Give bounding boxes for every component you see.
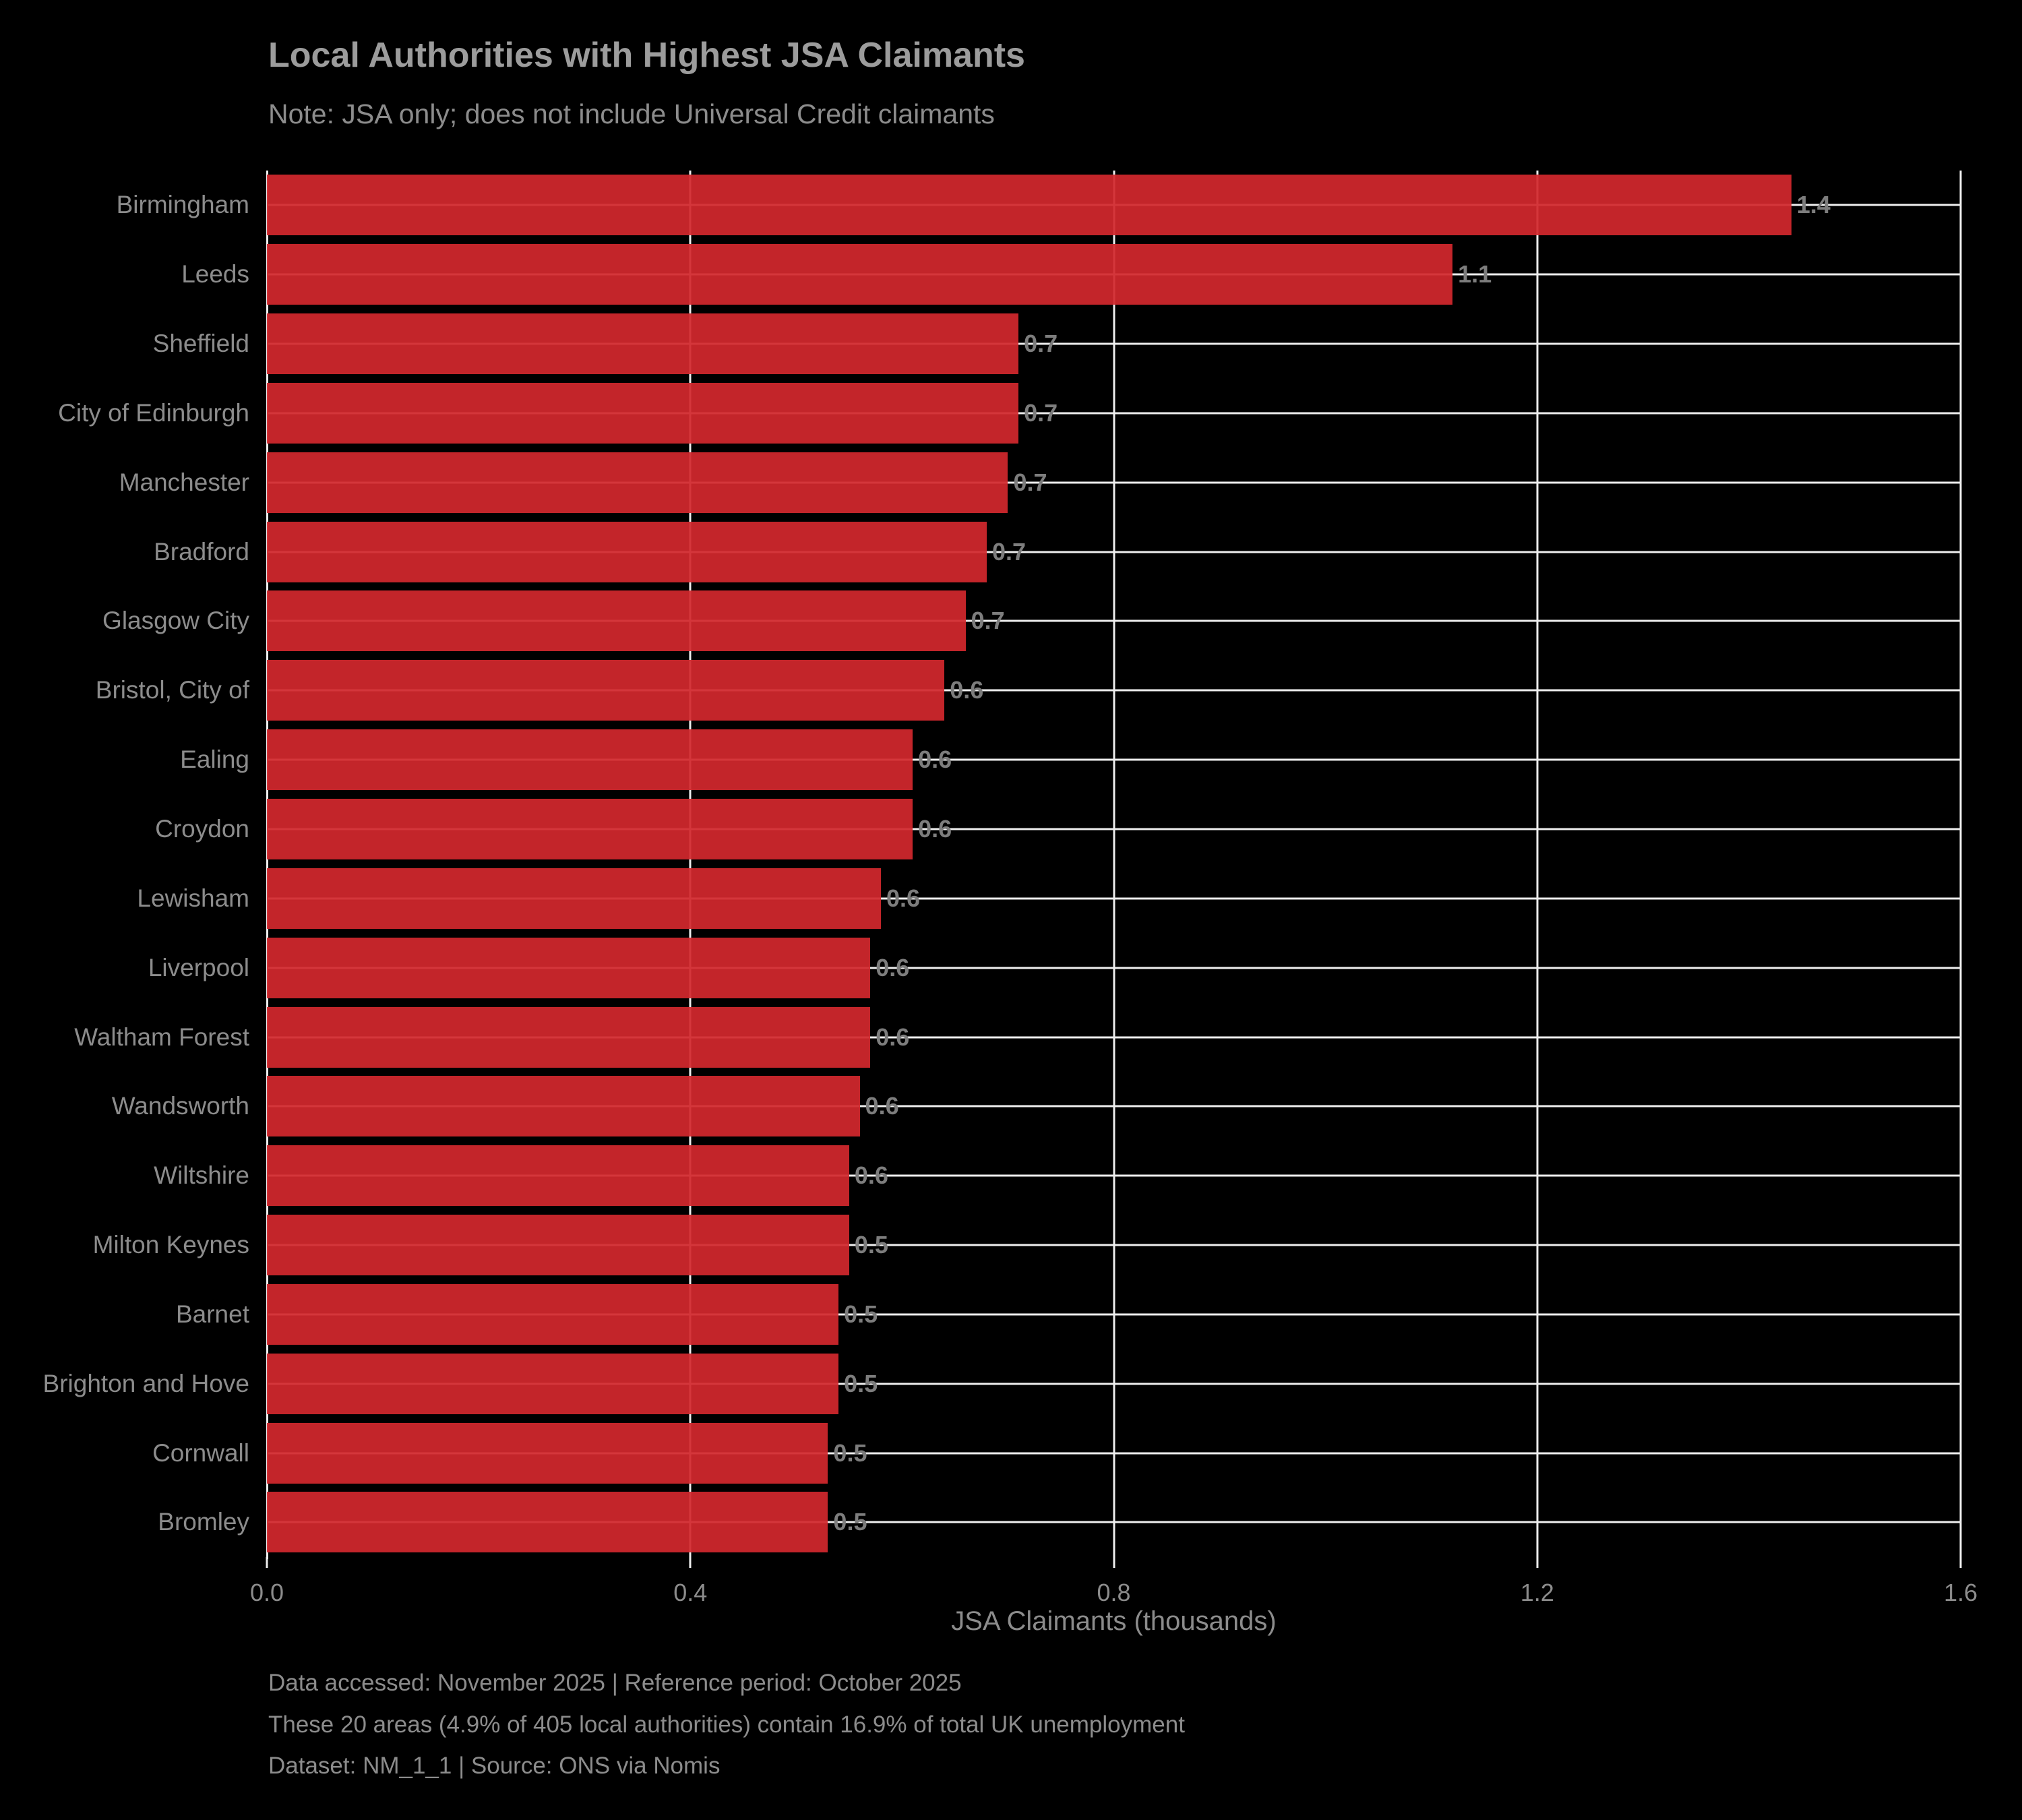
bar [267, 1422, 828, 1484]
bar-row: Leeds 1.1 [181, 240, 1961, 309]
category-label: Ealing [180, 746, 249, 774]
bar [267, 868, 881, 929]
category-label: Glasgow City [102, 607, 249, 635]
bar-row: Birmingham 1.4 [117, 171, 1961, 240]
plot-area: Birmingham 1.4 Leeds 1.1 Sheffield 0.7 City of… [43, 171, 1978, 1606]
bar-value-label: 0.6 [876, 953, 910, 981]
x-tick-mark [1113, 1557, 1115, 1568]
bar-value-label: 0.5 [844, 1369, 878, 1397]
chart-title: Local Authorities with Highest JSA Claim… [268, 36, 1025, 75]
bar-value-label: 0.6 [918, 815, 952, 843]
bar [267, 244, 1453, 305]
footer-note-accessed: Data accessed: November 2025 | Reference… [268, 1670, 962, 1696]
bar-value-label: 0.6 [854, 1161, 888, 1190]
bar [267, 1145, 849, 1207]
bar-value-label: 0.7 [992, 537, 1027, 566]
x-tick-label: 1.2 [1520, 1579, 1554, 1606]
x-gridline [1959, 171, 1962, 1557]
bar-value-label: 0.6 [876, 1023, 910, 1051]
bar-row: Milton Keynes 0.5 [93, 1211, 1961, 1280]
footer-note-source: Dataset: NM_1_1 | Source: ONS via Nomis [268, 1753, 721, 1779]
footer-note-coverage: These 20 areas (4.9% of 405 local author… [268, 1711, 1185, 1738]
x-gridline [1536, 171, 1539, 1557]
bar-value-label: 0.6 [950, 676, 984, 704]
bar-value-label: 0.6 [918, 746, 952, 774]
x-tick-mark [266, 1557, 268, 1568]
bar [267, 1283, 839, 1345]
x-axis-title: JSA Claimants (thousands) [951, 1606, 1277, 1636]
bar-value-label: 0.6 [865, 1092, 899, 1120]
category-label: Milton Keynes [92, 1231, 249, 1259]
x-tick-mark [689, 1557, 692, 1568]
x-tick-mark [1959, 1557, 1962, 1568]
category-label: Bristol, City of [95, 676, 249, 704]
bar [267, 729, 913, 791]
x-tick-label: 1.6 [1943, 1579, 1978, 1606]
category-label: Birmingham [116, 191, 249, 219]
bar-rows: Birmingham 1.4 Leeds 1.1 Sheffield 0.7 City of… [43, 171, 1961, 1557]
category-label: Barnet [175, 1300, 249, 1328]
category-label: Brighton and Hove [42, 1369, 249, 1397]
bar [267, 660, 945, 721]
chart-subtitle: Note: JSA only; does not include Univers… [268, 98, 995, 129]
x-tick-mark [1536, 1557, 1539, 1568]
category-label: Waltham Forest [74, 1023, 249, 1051]
bar-value-label: 0.5 [854, 1231, 888, 1259]
bar [267, 937, 871, 998]
category-label: Wiltshire [154, 1161, 249, 1190]
bar-value-label: 0.7 [1013, 468, 1047, 496]
bar [267, 452, 1008, 513]
bar-value-label: 1.4 [1796, 191, 1831, 219]
bar [267, 1353, 839, 1414]
bar-value-label: 0.5 [833, 1438, 867, 1467]
bar [267, 1006, 871, 1068]
bar [267, 313, 1019, 375]
bar-value-label: 0.7 [1024, 398, 1058, 427]
bar [267, 590, 966, 652]
category-label: Leeds [181, 260, 249, 289]
bar [267, 382, 1019, 444]
category-label: Bradford [154, 537, 249, 566]
bar-value-label: 0.7 [1024, 330, 1058, 358]
x-tick-label: 0.8 [1097, 1579, 1131, 1606]
category-label: Liverpool [148, 953, 249, 981]
bar-value-label: 0.5 [833, 1508, 867, 1536]
x-gridline [1113, 171, 1115, 1557]
x-gridline [689, 171, 692, 1557]
category-label: City of Edinburgh [58, 398, 249, 427]
bar-value-label: 1.1 [1458, 260, 1492, 289]
category-label: Sheffield [152, 330, 249, 358]
bar [267, 1215, 849, 1276]
bar [267, 1492, 828, 1553]
category-label: Manchester [119, 468, 249, 496]
x-tick-label: 0.4 [673, 1579, 708, 1606]
category-label: Wandsworth [111, 1092, 249, 1120]
y-axis-spine [266, 171, 268, 1559]
bar [267, 521, 987, 582]
bar [267, 1076, 860, 1137]
category-label: Cornwall [152, 1438, 249, 1467]
category-label: Lewisham [137, 884, 249, 912]
bar-value-label: 0.6 [886, 884, 920, 912]
bar-value-label: 0.7 [971, 607, 1005, 635]
bar [267, 175, 1791, 236]
category-label: Croydon [155, 815, 249, 843]
bar [267, 799, 913, 860]
category-label: Bromley [158, 1508, 249, 1536]
bar-value-label: 0.5 [844, 1300, 878, 1328]
bar-row: Brighton and Hove 0.5 [43, 1349, 1961, 1418]
x-tick-label: 0.0 [249, 1579, 284, 1606]
